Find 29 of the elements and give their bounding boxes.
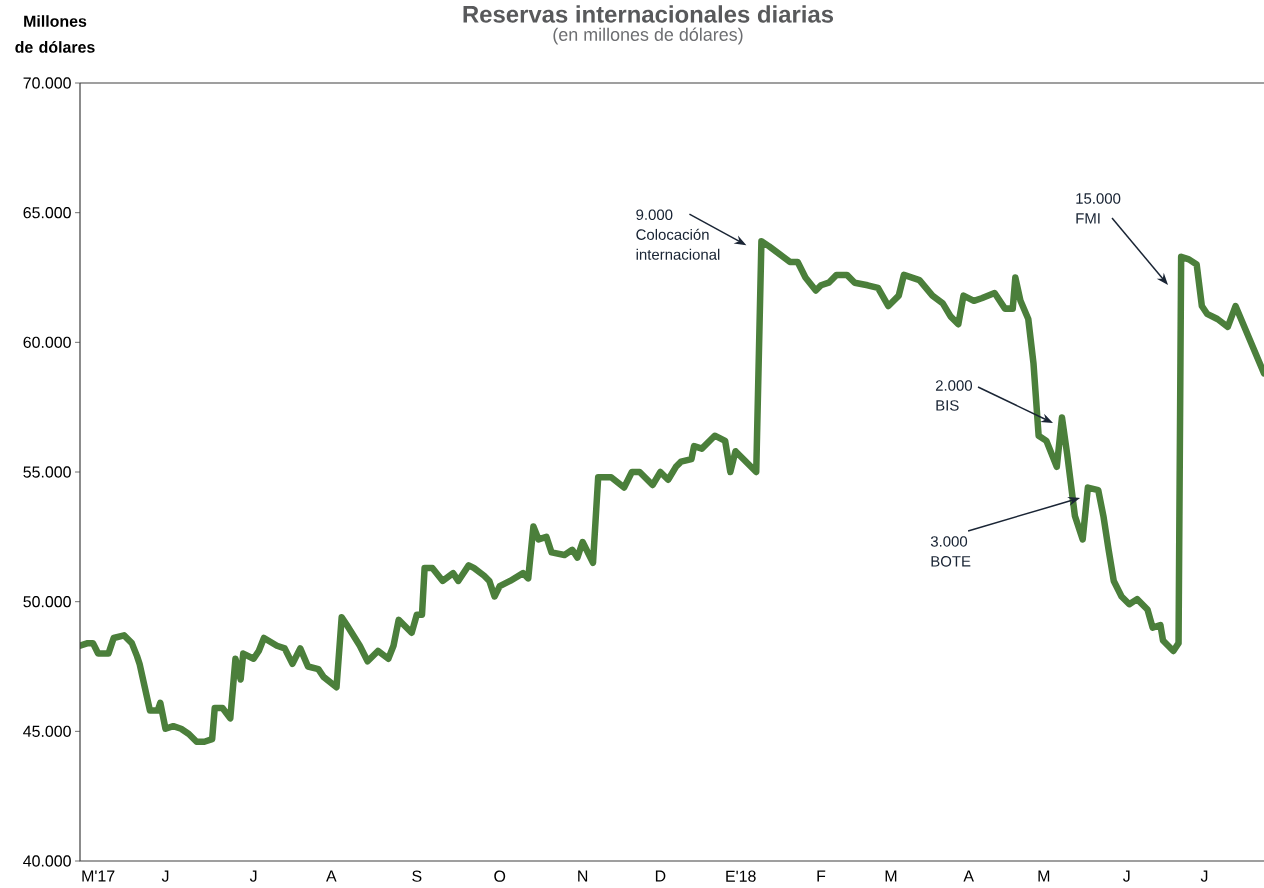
annotation: 3.000 BOTE xyxy=(930,536,971,567)
x-tick-label: A xyxy=(963,870,974,882)
x-tick-label: E'18 xyxy=(726,870,756,882)
chart-title: Reservas internacionales diarias xyxy=(463,5,834,23)
x-tick-label: D xyxy=(655,870,666,882)
annotation: 2.000 BIS xyxy=(935,380,973,411)
x-tick-label: M xyxy=(885,870,897,882)
y-axis-title: Millones de dólares xyxy=(15,15,95,53)
y-tick-label: 60.000 xyxy=(23,336,71,348)
x-tick-label: M xyxy=(1038,870,1050,882)
y-tick-label: 70.000 xyxy=(23,77,71,89)
x-tick-label: O xyxy=(494,870,506,882)
x-tick-label: A xyxy=(326,870,337,882)
x-tick-label: F xyxy=(817,870,826,882)
x-tick-label: S xyxy=(412,870,422,882)
x-tick-label: M'17 xyxy=(82,870,115,882)
x-tick-label: J xyxy=(249,870,257,882)
y-tick-label: 50.000 xyxy=(23,596,71,608)
y-tick-label: 40.000 xyxy=(23,855,71,867)
annotation: 9.000 Colocación internacional xyxy=(636,209,720,260)
x-tick-label: J xyxy=(1200,870,1208,882)
y-tick-label: 55.000 xyxy=(23,466,71,478)
annotation: 15.000 FMI xyxy=(1076,193,1121,224)
chart-subtitle: (en millones de dólares) xyxy=(553,27,743,45)
x-tick-label: J xyxy=(161,870,169,882)
y-tick-label: 65.000 xyxy=(23,207,71,219)
x-tick-label: N xyxy=(578,870,588,882)
y-tick-label: 45.000 xyxy=(23,725,71,737)
x-tick-label: J xyxy=(1123,870,1130,882)
